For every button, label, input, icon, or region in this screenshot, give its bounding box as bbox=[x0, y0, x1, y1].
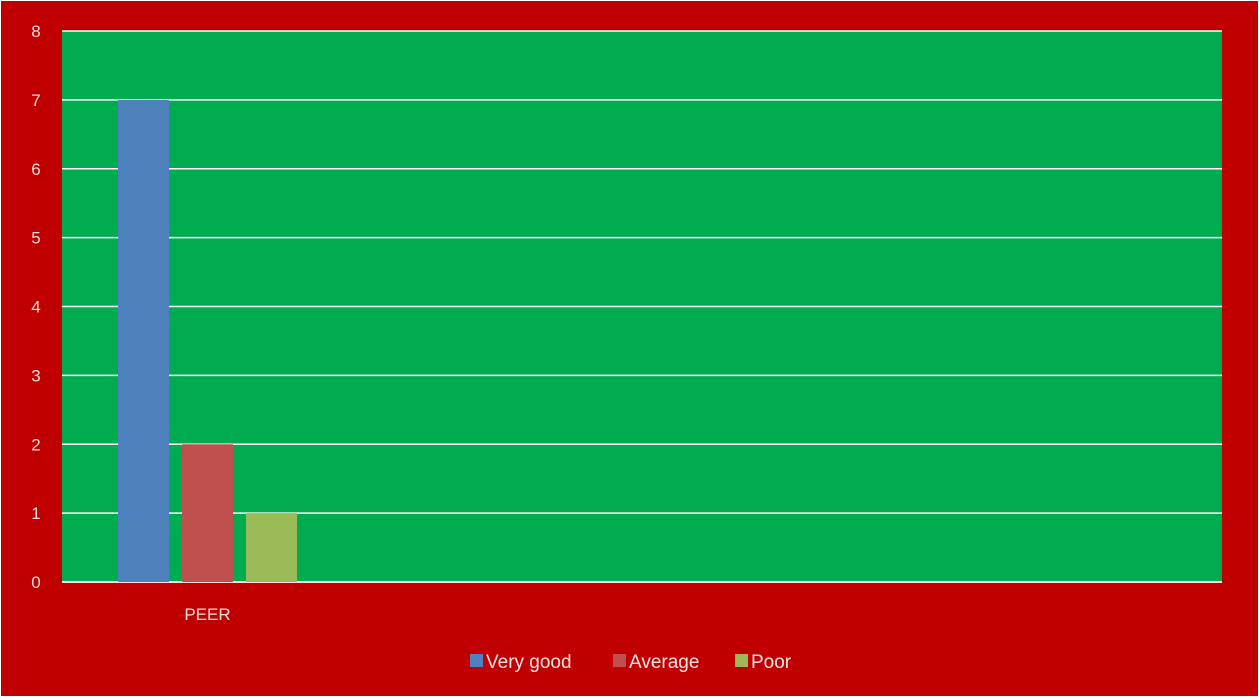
legend-label: Average bbox=[629, 652, 699, 673]
legend-swatch bbox=[613, 654, 626, 667]
y-tick-label: 0 bbox=[31, 573, 40, 592]
y-tick-label: 8 bbox=[31, 22, 40, 41]
x-category-label: PEER bbox=[184, 605, 230, 624]
x-axis-categories: PEER bbox=[184, 605, 230, 624]
bar-poor bbox=[246, 513, 297, 582]
y-tick-label: 1 bbox=[31, 504, 40, 523]
y-tick-label: 6 bbox=[31, 160, 40, 179]
y-tick-label: 7 bbox=[31, 91, 40, 110]
legend-swatch bbox=[735, 654, 748, 667]
gridlines bbox=[62, 30, 1222, 583]
y-axis-ticks: 0 1 2 3 4 5 6 7 8 bbox=[31, 22, 40, 592]
legend-label: Poor bbox=[751, 652, 792, 673]
y-tick-label: 3 bbox=[31, 366, 40, 385]
bars bbox=[118, 99, 297, 582]
y-tick-label: 2 bbox=[31, 435, 40, 454]
legend-swatch bbox=[470, 654, 483, 667]
legend: Very good Average Poor bbox=[470, 652, 792, 673]
legend-label: Very good bbox=[486, 652, 572, 673]
y-tick-label: 4 bbox=[31, 298, 40, 317]
bar-very-good bbox=[118, 99, 169, 582]
y-tick-label: 5 bbox=[31, 229, 40, 248]
bar-average bbox=[182, 444, 233, 582]
